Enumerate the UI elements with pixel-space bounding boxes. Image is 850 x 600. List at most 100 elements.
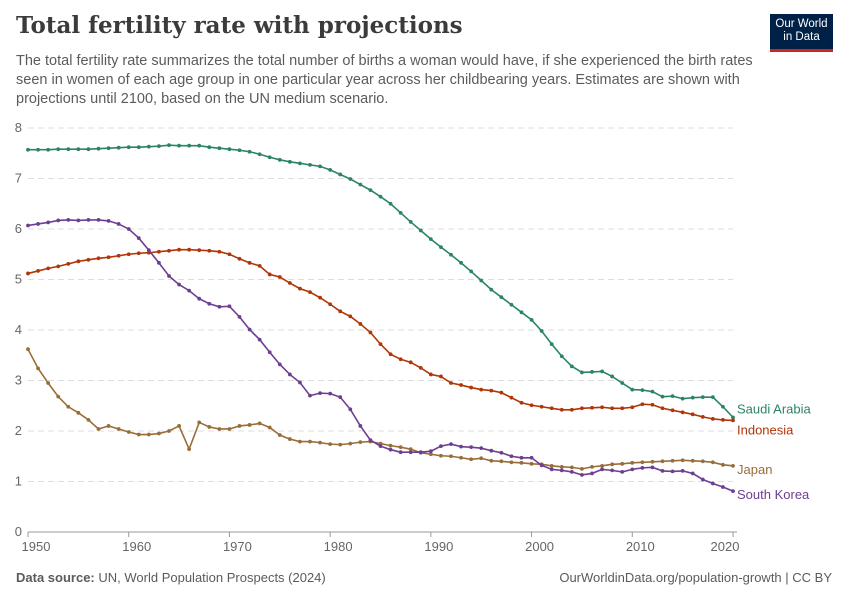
- data-point: [428, 452, 433, 457]
- data-point: [116, 145, 121, 150]
- data-point: [187, 447, 192, 452]
- series-line-saudi-arabia: [28, 144, 734, 418]
- y-tick-label: 1: [15, 474, 22, 489]
- data-point: [580, 473, 584, 477]
- data-point: [418, 228, 423, 233]
- data-point: [217, 249, 222, 254]
- data-point: [227, 252, 232, 257]
- data-point: [690, 412, 695, 417]
- data-point: [731, 489, 735, 493]
- x-tick-label: 1950: [22, 539, 51, 554]
- data-point: [388, 352, 393, 357]
- data-point: [358, 440, 363, 445]
- data-point: [439, 374, 443, 379]
- data-source-label: Data source:: [16, 570, 95, 585]
- data-point: [509, 302, 514, 307]
- url-license-link[interactable]: OurWorldinData.org/population-growth | C…: [559, 570, 832, 585]
- data-point: [126, 430, 131, 434]
- y-tick-label: 2: [15, 423, 22, 438]
- data-point: [368, 438, 373, 442]
- data-point: [106, 255, 111, 260]
- data-point: [529, 455, 534, 460]
- data-point: [358, 182, 363, 187]
- data-point: [731, 463, 735, 468]
- data-point: [519, 460, 524, 465]
- data-point: [247, 260, 252, 265]
- data-point: [207, 145, 212, 150]
- data-point: [348, 441, 353, 446]
- data-point: [489, 287, 494, 292]
- data-point: [539, 404, 544, 409]
- data-point: [408, 360, 413, 365]
- data-point: [710, 395, 715, 400]
- data-point: [469, 385, 474, 390]
- data-point: [539, 329, 544, 333]
- data-point: [398, 450, 403, 455]
- data-point: [46, 381, 51, 385]
- y-tick-label: 8: [15, 120, 22, 135]
- data-point: [640, 465, 645, 470]
- data-point: [257, 421, 262, 426]
- data-point: [167, 429, 171, 433]
- data-point: [680, 410, 685, 415]
- chart-subtitle: The total fertility rate summarizes the …: [16, 53, 753, 107]
- series-line-south-korea: [27, 219, 734, 492]
- data-point: [237, 424, 242, 428]
- data-point: [378, 342, 383, 347]
- owid-logo[interactable]: Our World in Data: [770, 14, 833, 52]
- data-point: [267, 155, 272, 160]
- data-point: [96, 146, 101, 151]
- data-point: [86, 218, 91, 222]
- data-point: [670, 408, 675, 413]
- y-tick-label: 4: [15, 322, 22, 337]
- series-label: South Korea: [737, 487, 810, 502]
- data-point: [650, 465, 655, 470]
- data-point: [36, 222, 40, 226]
- data-point: [700, 395, 705, 400]
- data-point: [499, 390, 504, 395]
- data-point: [76, 147, 81, 152]
- data-point: [338, 172, 343, 177]
- data-point: [247, 423, 252, 427]
- data-point: [700, 477, 705, 482]
- data-point: [721, 417, 725, 422]
- data-point: [287, 159, 292, 164]
- data-point: [136, 145, 141, 150]
- data-point: [106, 146, 111, 151]
- data-point: [76, 259, 81, 264]
- data-point: [469, 457, 474, 462]
- y-tick-label: 5: [15, 272, 22, 287]
- data-point: [187, 288, 192, 293]
- data-point: [86, 417, 91, 422]
- data-point: [287, 437, 292, 441]
- data-point: [36, 269, 40, 273]
- data-point: [590, 405, 594, 410]
- data-point: [56, 147, 61, 152]
- data-point: [569, 470, 574, 474]
- data-point: [559, 468, 564, 473]
- data-point: [257, 337, 262, 342]
- data-point: [459, 260, 463, 265]
- data-point: [529, 403, 534, 408]
- data-point: [298, 286, 302, 291]
- data-point: [721, 462, 725, 467]
- data-point: [348, 407, 353, 412]
- y-tick-label: 0: [15, 524, 22, 539]
- data-point: [690, 458, 695, 463]
- data-point: [600, 467, 604, 472]
- data-point: [690, 395, 695, 400]
- data-point: [157, 431, 161, 436]
- data-point: [519, 310, 524, 315]
- data-point: [207, 425, 212, 429]
- data-point: [237, 148, 242, 153]
- data-point: [247, 149, 252, 154]
- data-point: [126, 252, 131, 257]
- data-point: [318, 164, 322, 169]
- data-point: [197, 296, 202, 301]
- data-point: [449, 381, 453, 385]
- data-point: [398, 445, 403, 450]
- data-point: [580, 466, 584, 471]
- data-point: [157, 144, 161, 149]
- data-point: [287, 281, 292, 285]
- data-point: [620, 406, 625, 411]
